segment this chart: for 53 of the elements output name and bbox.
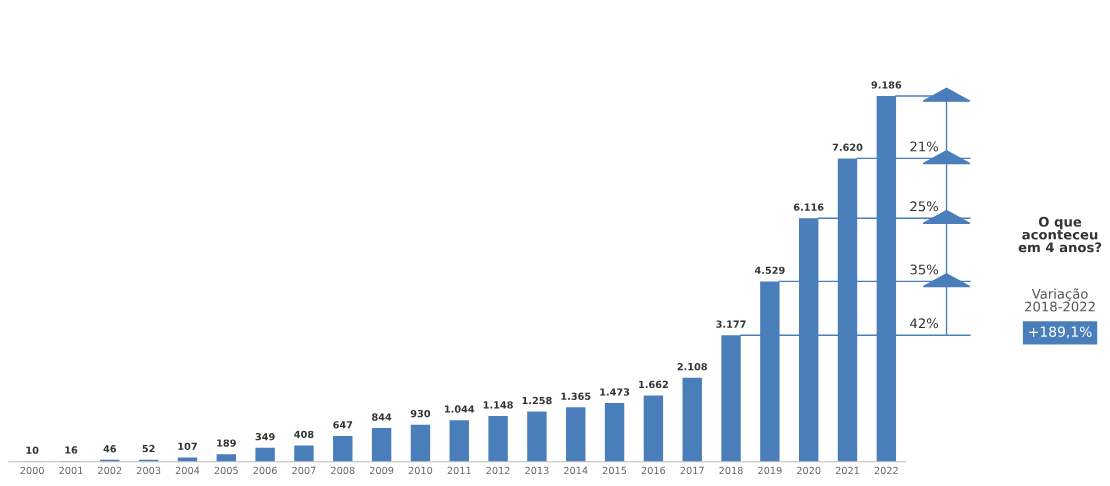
x-tick-label: 2019 (758, 466, 782, 475)
data-label: 1.148 (483, 401, 513, 409)
data-label: 349 (255, 433, 275, 441)
data-label: 647 (333, 421, 353, 429)
data-label: 1.473 (600, 388, 630, 396)
data-label: 408 (294, 430, 314, 439)
x-tick-label: 2013 (525, 466, 549, 475)
x-tick-label: 2012 (486, 466, 510, 475)
text: +189,1% (1029, 326, 1092, 339)
text: 42% (910, 318, 939, 329)
x-tick-label: 2000 (20, 466, 44, 475)
x-tick-label: 2020 (797, 466, 821, 475)
data-label: 7.620 (832, 143, 863, 151)
data-label: 189 (217, 439, 236, 447)
text: 21% (910, 141, 939, 152)
x-tick-label: 2003 (136, 466, 161, 475)
x-tick-label: 2009 (369, 466, 394, 475)
data-label: 52 (142, 444, 155, 453)
x-tick-label: 2017 (680, 466, 704, 475)
x-tick-label: 2014 (564, 466, 588, 475)
x-tick-label: 2016 (641, 466, 666, 475)
x-tick-label: 2021 (835, 466, 859, 475)
data-label: 1.365 (561, 392, 591, 400)
data-label: 3.177 (716, 320, 746, 328)
x-tick-label: 2001 (59, 466, 83, 475)
data-label: 1.258 (522, 396, 552, 405)
data-label: 930 (410, 409, 431, 418)
data-label: 107 (178, 442, 197, 450)
text: Variação 2018-2022 (1025, 288, 1095, 312)
x-tick-label: 2005 (214, 466, 238, 475)
data-label: 1.044 (444, 405, 475, 413)
x-tick-label: 2022 (874, 466, 898, 475)
text: 35% (910, 264, 939, 275)
data-label: 16 (65, 446, 78, 454)
data-label: 844 (372, 413, 392, 421)
x-tick-label: 2004 (175, 466, 200, 475)
data-label: 10 (26, 446, 39, 454)
x-tick-label: 2015 (602, 466, 627, 475)
data-label: 2.108 (677, 363, 707, 371)
data-label: 46 (103, 445, 117, 453)
x-tick-label: 2002 (98, 466, 122, 475)
data-label: 6.116 (793, 203, 824, 211)
text: O que aconteceu em 4 anos? (1018, 216, 1102, 253)
x-tick-label: 2008 (331, 466, 355, 475)
data-label: 1.662 (639, 380, 668, 389)
x-tick-label: 2018 (719, 466, 743, 475)
x-tick-label: 2010 (408, 466, 433, 475)
data-label: 9.186 (871, 81, 902, 89)
x-tick-label: 2011 (447, 466, 471, 475)
x-tick-label: 2007 (292, 466, 316, 475)
text: 25% (910, 201, 939, 212)
data-label: 4.529 (754, 266, 785, 274)
x-tick-label: 2006 (253, 466, 277, 475)
